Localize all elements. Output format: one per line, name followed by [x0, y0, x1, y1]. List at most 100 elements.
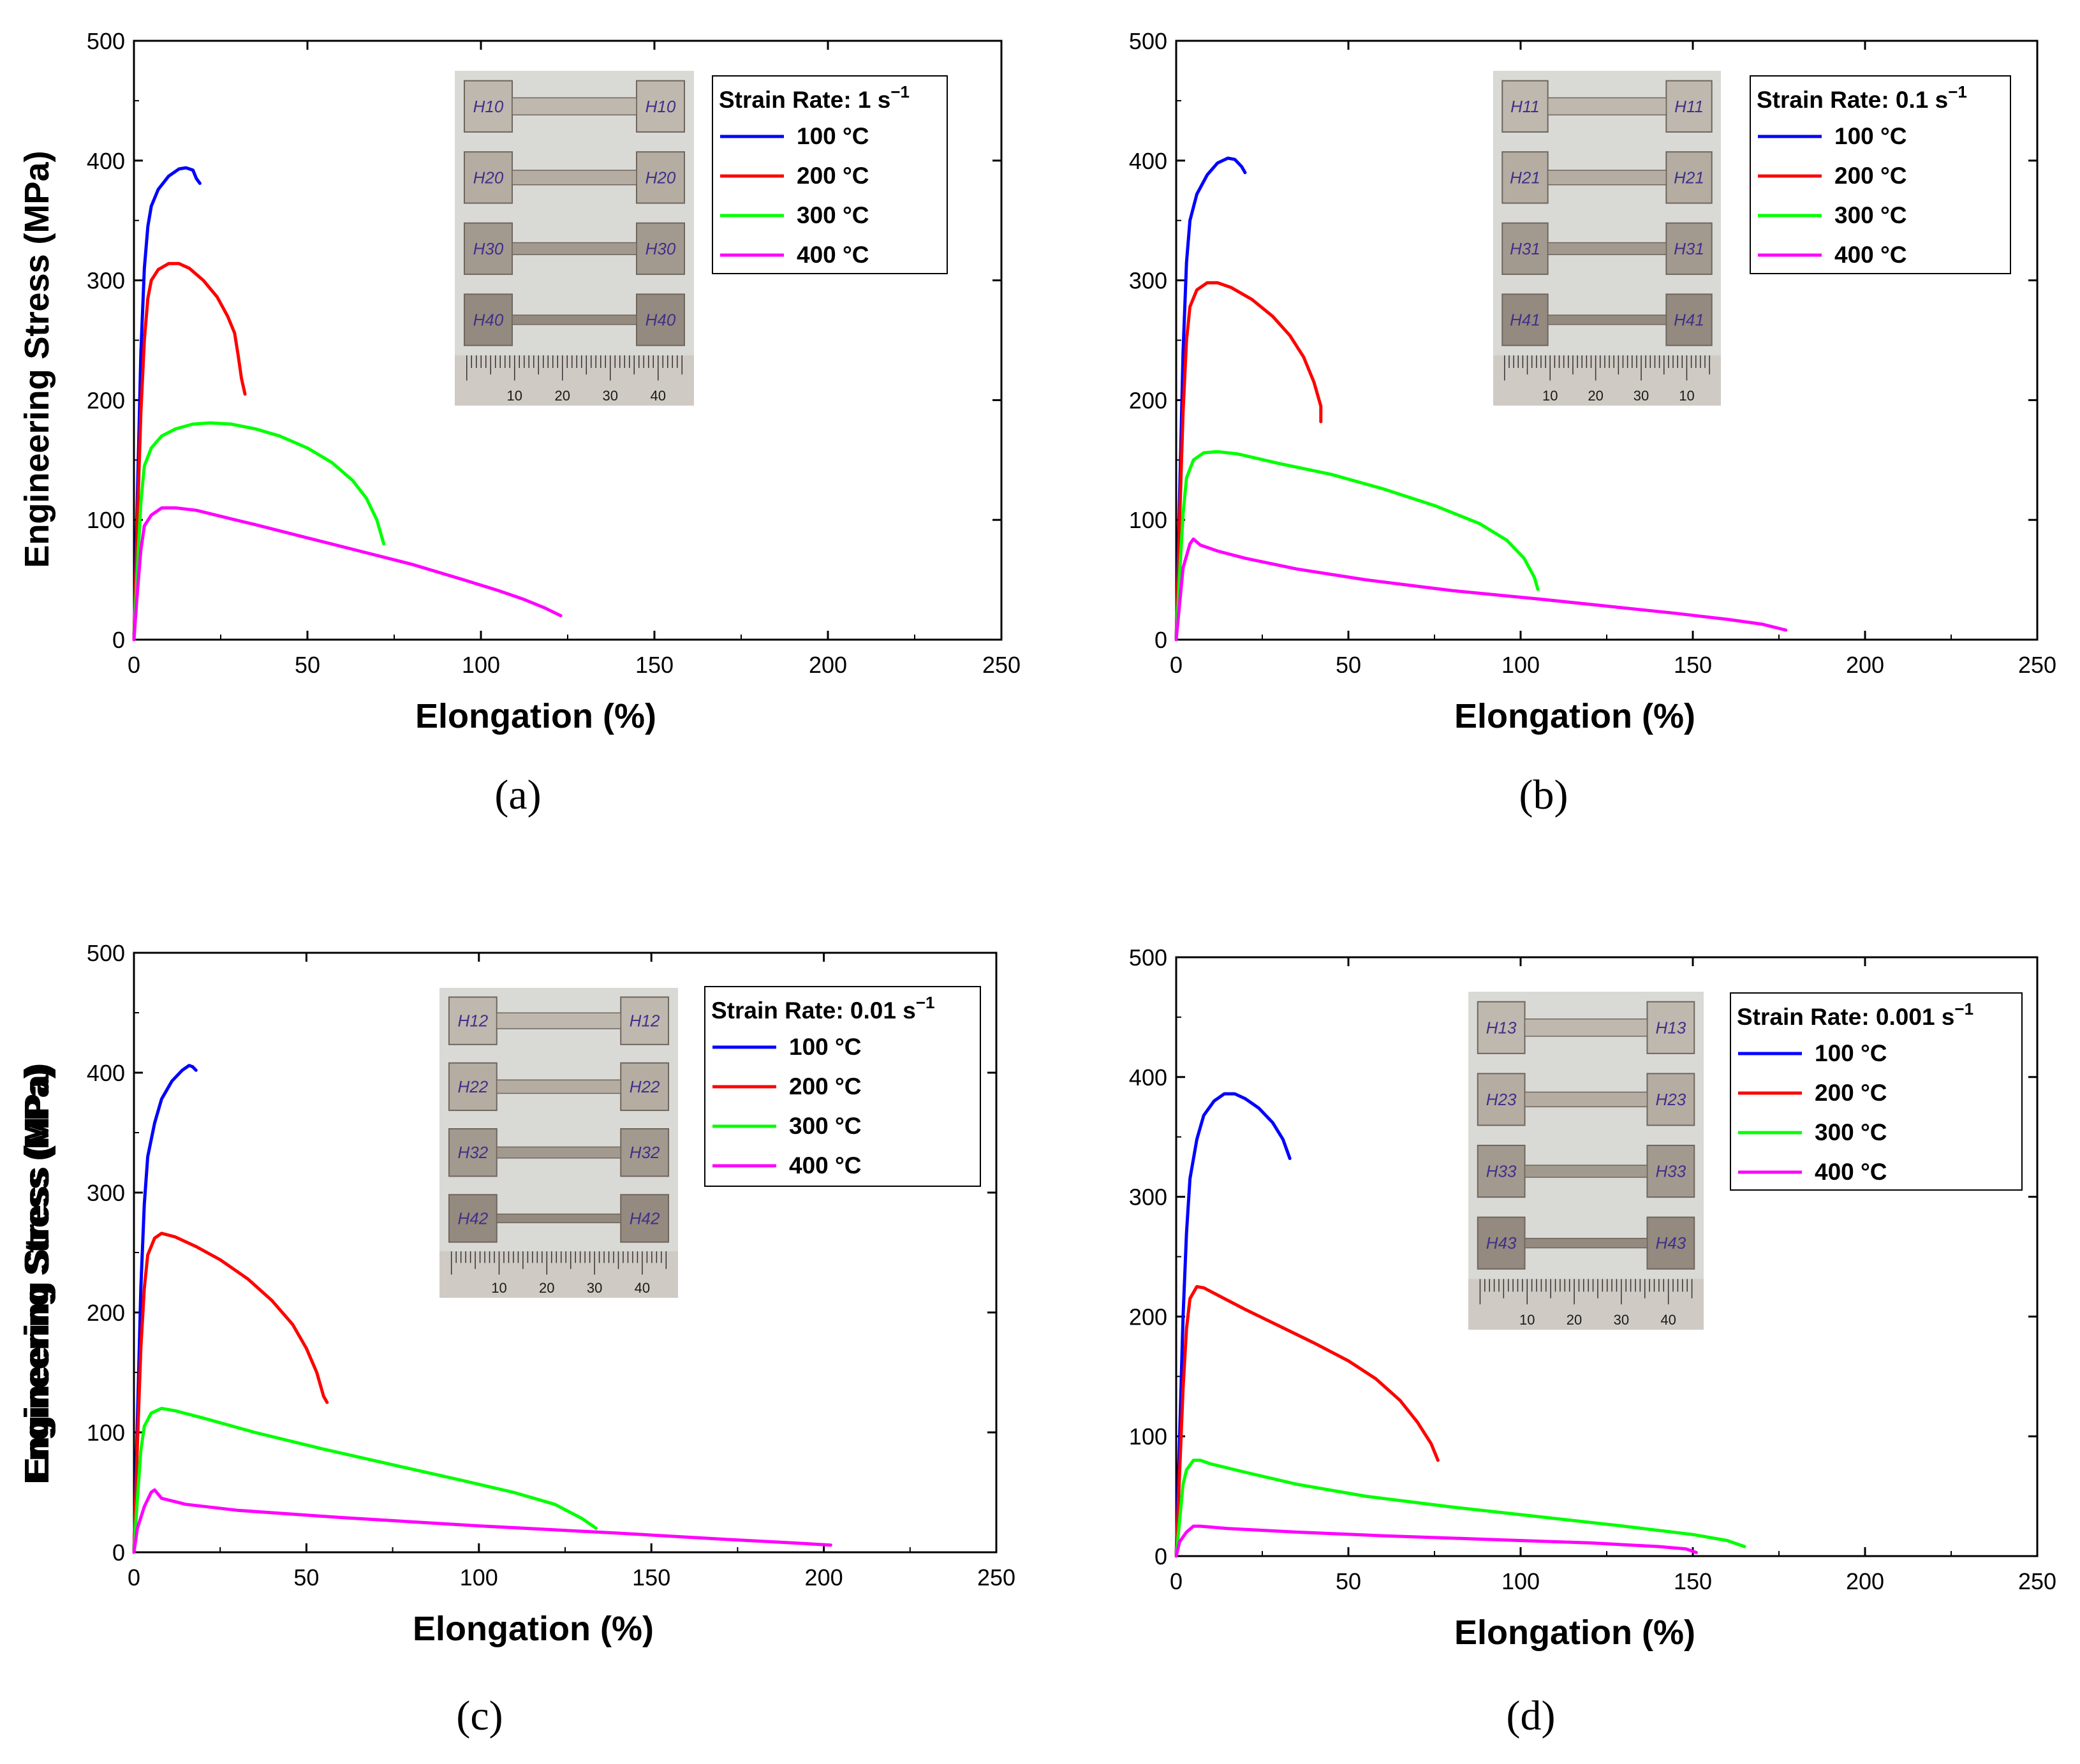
x-tick-label: 100: [462, 652, 500, 678]
specimen-label: H42: [630, 1209, 660, 1228]
specimen-gauge: [512, 242, 637, 256]
x-tick-label: 250: [977, 1564, 1015, 1591]
specimen-grip: [1501, 293, 1549, 346]
chart-panel-2: 0 50 100 150 200 2500100200300400500Elongatio…: [18, 28, 2056, 818]
y-tick-label: 300: [1129, 1184, 1167, 1210]
y-tick-label: 100: [87, 507, 125, 533]
legend-label: 100 °C: [1834, 123, 1907, 149]
x-tick-label: 150: [635, 652, 674, 678]
specimen-gauge: [496, 1012, 621, 1029]
ruler-label: 30: [603, 388, 618, 404]
specimen-gauge: [1547, 242, 1667, 256]
specimen-grip: [464, 151, 513, 204]
x-tick-label: 0: [128, 1564, 140, 1591]
specimen-label: H40: [473, 310, 504, 329]
x-axis-title: Elongation (%): [1454, 697, 1695, 735]
y-axis-title: Engineering Stress (MPa): [18, 151, 56, 568]
specimen-label: H22: [630, 1077, 660, 1096]
panel-caption: (a): [494, 772, 541, 818]
specimen-label: H43: [1486, 1233, 1517, 1253]
y-tick-label: 0: [1154, 1543, 1167, 1569]
legend-label: 300 °C: [1834, 202, 1907, 228]
series-line-1: [132, 1064, 198, 1554]
specimen-label: H40: [645, 310, 676, 329]
x-tick-label: 250: [2018, 1568, 2056, 1594]
specimen-grip: [1501, 80, 1549, 133]
specimen-grip: [1477, 1073, 1526, 1126]
specimen-label: H41: [1674, 310, 1704, 329]
specimen-label: H32: [458, 1143, 489, 1162]
series-line-3: [1174, 450, 1540, 642]
legend-label: 300 °C: [1815, 1119, 1887, 1145]
legend-title: Strain Rate: 0.1 s−1: [1757, 82, 1967, 113]
specimen-label: H41: [1510, 310, 1540, 329]
legend-label: 100 °C: [797, 123, 869, 149]
specimen-gauge: [512, 97, 637, 115]
series-line-3: [132, 1406, 598, 1554]
chart-panel-4: 0 50 100 150 200 2500100200300400500Elongatio…: [18, 944, 2056, 1739]
y-tick-label: 300: [87, 1180, 125, 1206]
specimen-grip: [1665, 151, 1713, 204]
specimen-grip: [448, 1128, 498, 1177]
y-tick-label: 400: [87, 1060, 125, 1086]
ruler-label: 20: [555, 388, 570, 404]
x-axis-title: Elongation (%): [1454, 1613, 1695, 1652]
specimen-label: H13: [1655, 1018, 1686, 1037]
specimen-grip: [464, 293, 513, 346]
series-line-2: [1174, 281, 1323, 642]
legend-label: 400 °C: [797, 242, 869, 268]
specimen-label: H31: [1510, 239, 1540, 258]
x-tick-label: 150: [1674, 652, 1712, 678]
x-tick-label: 150: [632, 1564, 670, 1591]
legend-title: Strain Rate: 0.001 s−1: [1737, 999, 1973, 1030]
specimen-photo: H13 H13 H23 H23 H33 H33 H43 H43 10 20 30 40: [1468, 992, 1704, 1330]
x-tick-label: 200: [809, 652, 847, 678]
specimen-label: H23: [1655, 1090, 1686, 1109]
x-tick-label: 50: [1336, 1568, 1361, 1594]
specimen-photo: H12 H12 H22 H22 H32 H32 H42 H42 10 20 30 40: [439, 988, 678, 1298]
specimen-grip: [464, 80, 513, 133]
series-line-3: [132, 421, 386, 642]
specimen-grip: [448, 1194, 498, 1243]
y-tick-label: 400: [1129, 1064, 1167, 1091]
ruler: [1468, 1279, 1704, 1330]
x-tick-label: 150: [1674, 1568, 1712, 1594]
specimen-gauge: [1547, 170, 1667, 186]
legend-label: 100 °C: [1815, 1040, 1887, 1066]
specimen-label: H10: [645, 97, 676, 116]
ruler-label: 30: [587, 1280, 602, 1296]
specimen-label: H11: [1510, 97, 1540, 116]
specimen-grip: [1477, 1145, 1526, 1198]
specimen-gauge: [1547, 97, 1667, 115]
x-tick-label: 50: [293, 1564, 319, 1591]
specimen-grip: [1477, 1001, 1526, 1054]
ruler: [455, 355, 694, 406]
series-line-4: [1174, 537, 1788, 642]
specimen-label: H10: [473, 97, 504, 116]
ruler-label: 30: [1634, 388, 1649, 404]
y-axis-title: Engineering Stress (MPa): [18, 1067, 56, 1484]
legend-label: 100 °C: [789, 1034, 862, 1060]
specimen-label: H33: [1655, 1162, 1686, 1181]
y-tick-label: 500: [1129, 28, 1167, 54]
y-tick-label: 500: [87, 28, 125, 54]
y-tick-label: 0: [1154, 627, 1167, 653]
legend-label: 400 °C: [1834, 242, 1907, 268]
legend-title-text: Strain Rate: 0.1 s: [1757, 87, 1948, 113]
legend-label: 300 °C: [797, 202, 869, 228]
ruler-label: 10: [1542, 388, 1558, 404]
specimen-label: H12: [630, 1011, 660, 1031]
y-tick-label: 200: [87, 1300, 125, 1326]
specimen-gauge: [1524, 1238, 1648, 1249]
legend-label: 400 °C: [1815, 1159, 1887, 1185]
chart-panel-1: 0 50 100 150 200 250 0 100 200 300 400 500 Elongatio…: [18, 28, 1021, 818]
y-tick-label: 300: [87, 268, 125, 294]
y-axis-title: Engineering Stress (MPa): [18, 1063, 56, 1480]
legend-title-exponent: −1: [1948, 82, 1967, 101]
specimen-label: H23: [1486, 1090, 1517, 1109]
ruler-label: 40: [651, 388, 666, 404]
x-tick-label: 200: [805, 1564, 843, 1591]
legend-label: 200 °C: [1834, 163, 1907, 189]
ruler-label: 30: [1614, 1312, 1629, 1328]
